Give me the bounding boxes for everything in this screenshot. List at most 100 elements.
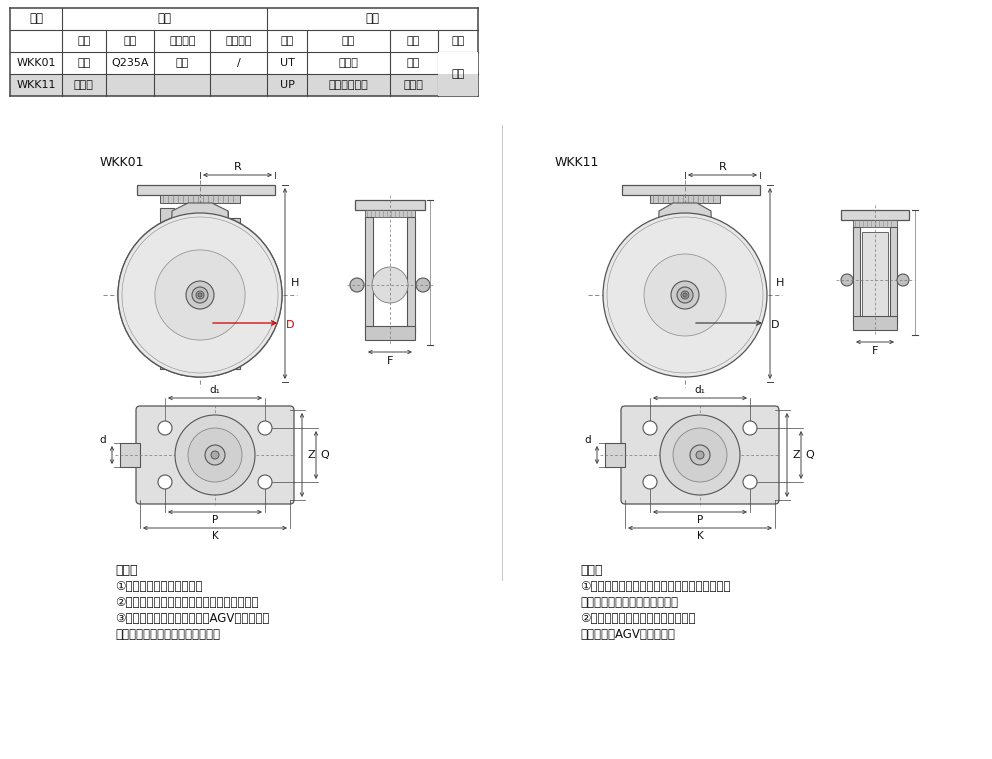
Text: H: H bbox=[776, 279, 785, 288]
Circle shape bbox=[897, 274, 909, 286]
Circle shape bbox=[205, 445, 225, 465]
Bar bbox=[650, 195, 720, 203]
Circle shape bbox=[643, 475, 657, 489]
Circle shape bbox=[258, 421, 272, 435]
Circle shape bbox=[671, 281, 699, 309]
Text: WKK01: WKK01 bbox=[100, 156, 145, 169]
Circle shape bbox=[175, 415, 255, 495]
Text: D: D bbox=[286, 320, 295, 330]
Text: 活动型: 活动型 bbox=[74, 80, 94, 90]
Text: 轴承: 轴承 bbox=[451, 36, 464, 46]
Circle shape bbox=[155, 250, 245, 340]
Bar bbox=[438, 74, 477, 96]
Text: ②弹性好，行走轻便，降噪，地也不留污痕。: ②弹性好，行走轻便，降噪，地也不留污痕。 bbox=[115, 596, 259, 609]
Text: K: K bbox=[211, 531, 218, 541]
Circle shape bbox=[643, 421, 657, 435]
Bar bbox=[890, 227, 897, 323]
Bar bbox=[226, 218, 240, 369]
Bar bbox=[853, 316, 897, 330]
Bar bbox=[10, 74, 478, 96]
Text: R: R bbox=[234, 162, 241, 172]
Text: ②不脱胶，耐磨损，适用于自小型到: ②不脱胶，耐磨损，适用于自小型到 bbox=[580, 612, 695, 625]
Circle shape bbox=[673, 428, 727, 482]
Circle shape bbox=[683, 293, 687, 297]
Circle shape bbox=[258, 475, 272, 489]
Bar bbox=[841, 210, 909, 220]
Text: 米白色: 米白色 bbox=[404, 80, 424, 90]
Bar bbox=[160, 208, 174, 369]
Text: ①耐磨损，强度高，弹性好，行走轻便，降噪，: ①耐磨损，强度高，弹性好，行走轻便，降噪， bbox=[580, 580, 730, 593]
Bar bbox=[622, 185, 760, 195]
Circle shape bbox=[677, 287, 693, 303]
Bar bbox=[365, 326, 415, 340]
Text: Q: Q bbox=[806, 450, 814, 460]
Text: F: F bbox=[387, 356, 393, 366]
Circle shape bbox=[192, 287, 208, 303]
Text: R: R bbox=[718, 162, 726, 172]
Text: d: d bbox=[584, 435, 591, 445]
Circle shape bbox=[603, 213, 767, 377]
Text: 可耐长时间走，不脱胶，耐磨损。: 可耐长时间走，不脱胶，耐磨损。 bbox=[115, 628, 220, 641]
Circle shape bbox=[681, 291, 689, 299]
Text: 聚氨酯: 聚氨酯 bbox=[338, 58, 358, 68]
Circle shape bbox=[196, 291, 204, 299]
Polygon shape bbox=[657, 203, 713, 369]
Circle shape bbox=[196, 291, 204, 299]
Text: 特点：: 特点： bbox=[580, 563, 602, 577]
Text: Q235A: Q235A bbox=[111, 58, 149, 68]
Circle shape bbox=[696, 451, 704, 459]
Text: Z: Z bbox=[308, 450, 314, 460]
Text: 材质: 材质 bbox=[123, 36, 137, 46]
Circle shape bbox=[644, 254, 726, 336]
Text: P: P bbox=[696, 515, 703, 525]
Text: 特点：: 特点： bbox=[115, 563, 138, 577]
Text: 轮部: 轮部 bbox=[365, 12, 379, 26]
Bar bbox=[355, 200, 425, 210]
Bar bbox=[853, 227, 860, 323]
Text: 橙色: 橙色 bbox=[407, 58, 421, 68]
Text: K: K bbox=[696, 531, 703, 541]
FancyBboxPatch shape bbox=[136, 406, 294, 504]
Circle shape bbox=[743, 421, 757, 435]
Circle shape bbox=[841, 274, 853, 286]
Text: WKK11: WKK11 bbox=[555, 156, 599, 169]
Text: 高强度聚氨酯: 高强度聚氨酯 bbox=[328, 80, 368, 90]
Text: /: / bbox=[237, 58, 240, 68]
Text: ①轮子远行阻力小，耐磨。: ①轮子远行阻力小，耐磨。 bbox=[115, 580, 202, 593]
Circle shape bbox=[158, 421, 172, 435]
Bar bbox=[438, 52, 477, 74]
Circle shape bbox=[118, 213, 282, 377]
Bar bbox=[120, 443, 140, 467]
Bar bbox=[853, 220, 897, 227]
Circle shape bbox=[743, 475, 757, 489]
Bar bbox=[407, 217, 415, 333]
Circle shape bbox=[690, 445, 710, 465]
Text: d: d bbox=[99, 435, 106, 445]
Circle shape bbox=[372, 267, 408, 303]
Circle shape bbox=[198, 293, 202, 297]
Text: WKK11: WKK11 bbox=[16, 80, 56, 90]
Text: P: P bbox=[212, 515, 218, 525]
Text: 类型: 类型 bbox=[77, 36, 90, 46]
Text: 地面不留污痕、耐长时间行走；: 地面不留污痕、耐长时间行走； bbox=[580, 596, 678, 609]
Circle shape bbox=[198, 293, 202, 297]
Bar bbox=[862, 232, 888, 318]
Text: D: D bbox=[771, 320, 780, 330]
Bar bbox=[365, 210, 415, 217]
Text: d₁: d₁ bbox=[694, 385, 705, 395]
Circle shape bbox=[155, 250, 245, 340]
Text: H: H bbox=[291, 279, 300, 288]
Text: 表面处理: 表面处理 bbox=[169, 36, 195, 46]
Bar bbox=[137, 185, 275, 195]
Text: Z: Z bbox=[793, 450, 800, 460]
Bar bbox=[160, 195, 240, 203]
FancyBboxPatch shape bbox=[621, 406, 779, 504]
Text: 刹车型式: 刹车型式 bbox=[225, 36, 252, 46]
Text: 代码: 代码 bbox=[29, 12, 43, 26]
Text: 支架: 支架 bbox=[158, 12, 172, 26]
Text: 代号: 代号 bbox=[281, 36, 294, 46]
Text: 滚珠: 滚珠 bbox=[451, 69, 464, 79]
Bar bbox=[605, 443, 625, 467]
Circle shape bbox=[350, 278, 364, 292]
Text: UT: UT bbox=[280, 58, 295, 68]
